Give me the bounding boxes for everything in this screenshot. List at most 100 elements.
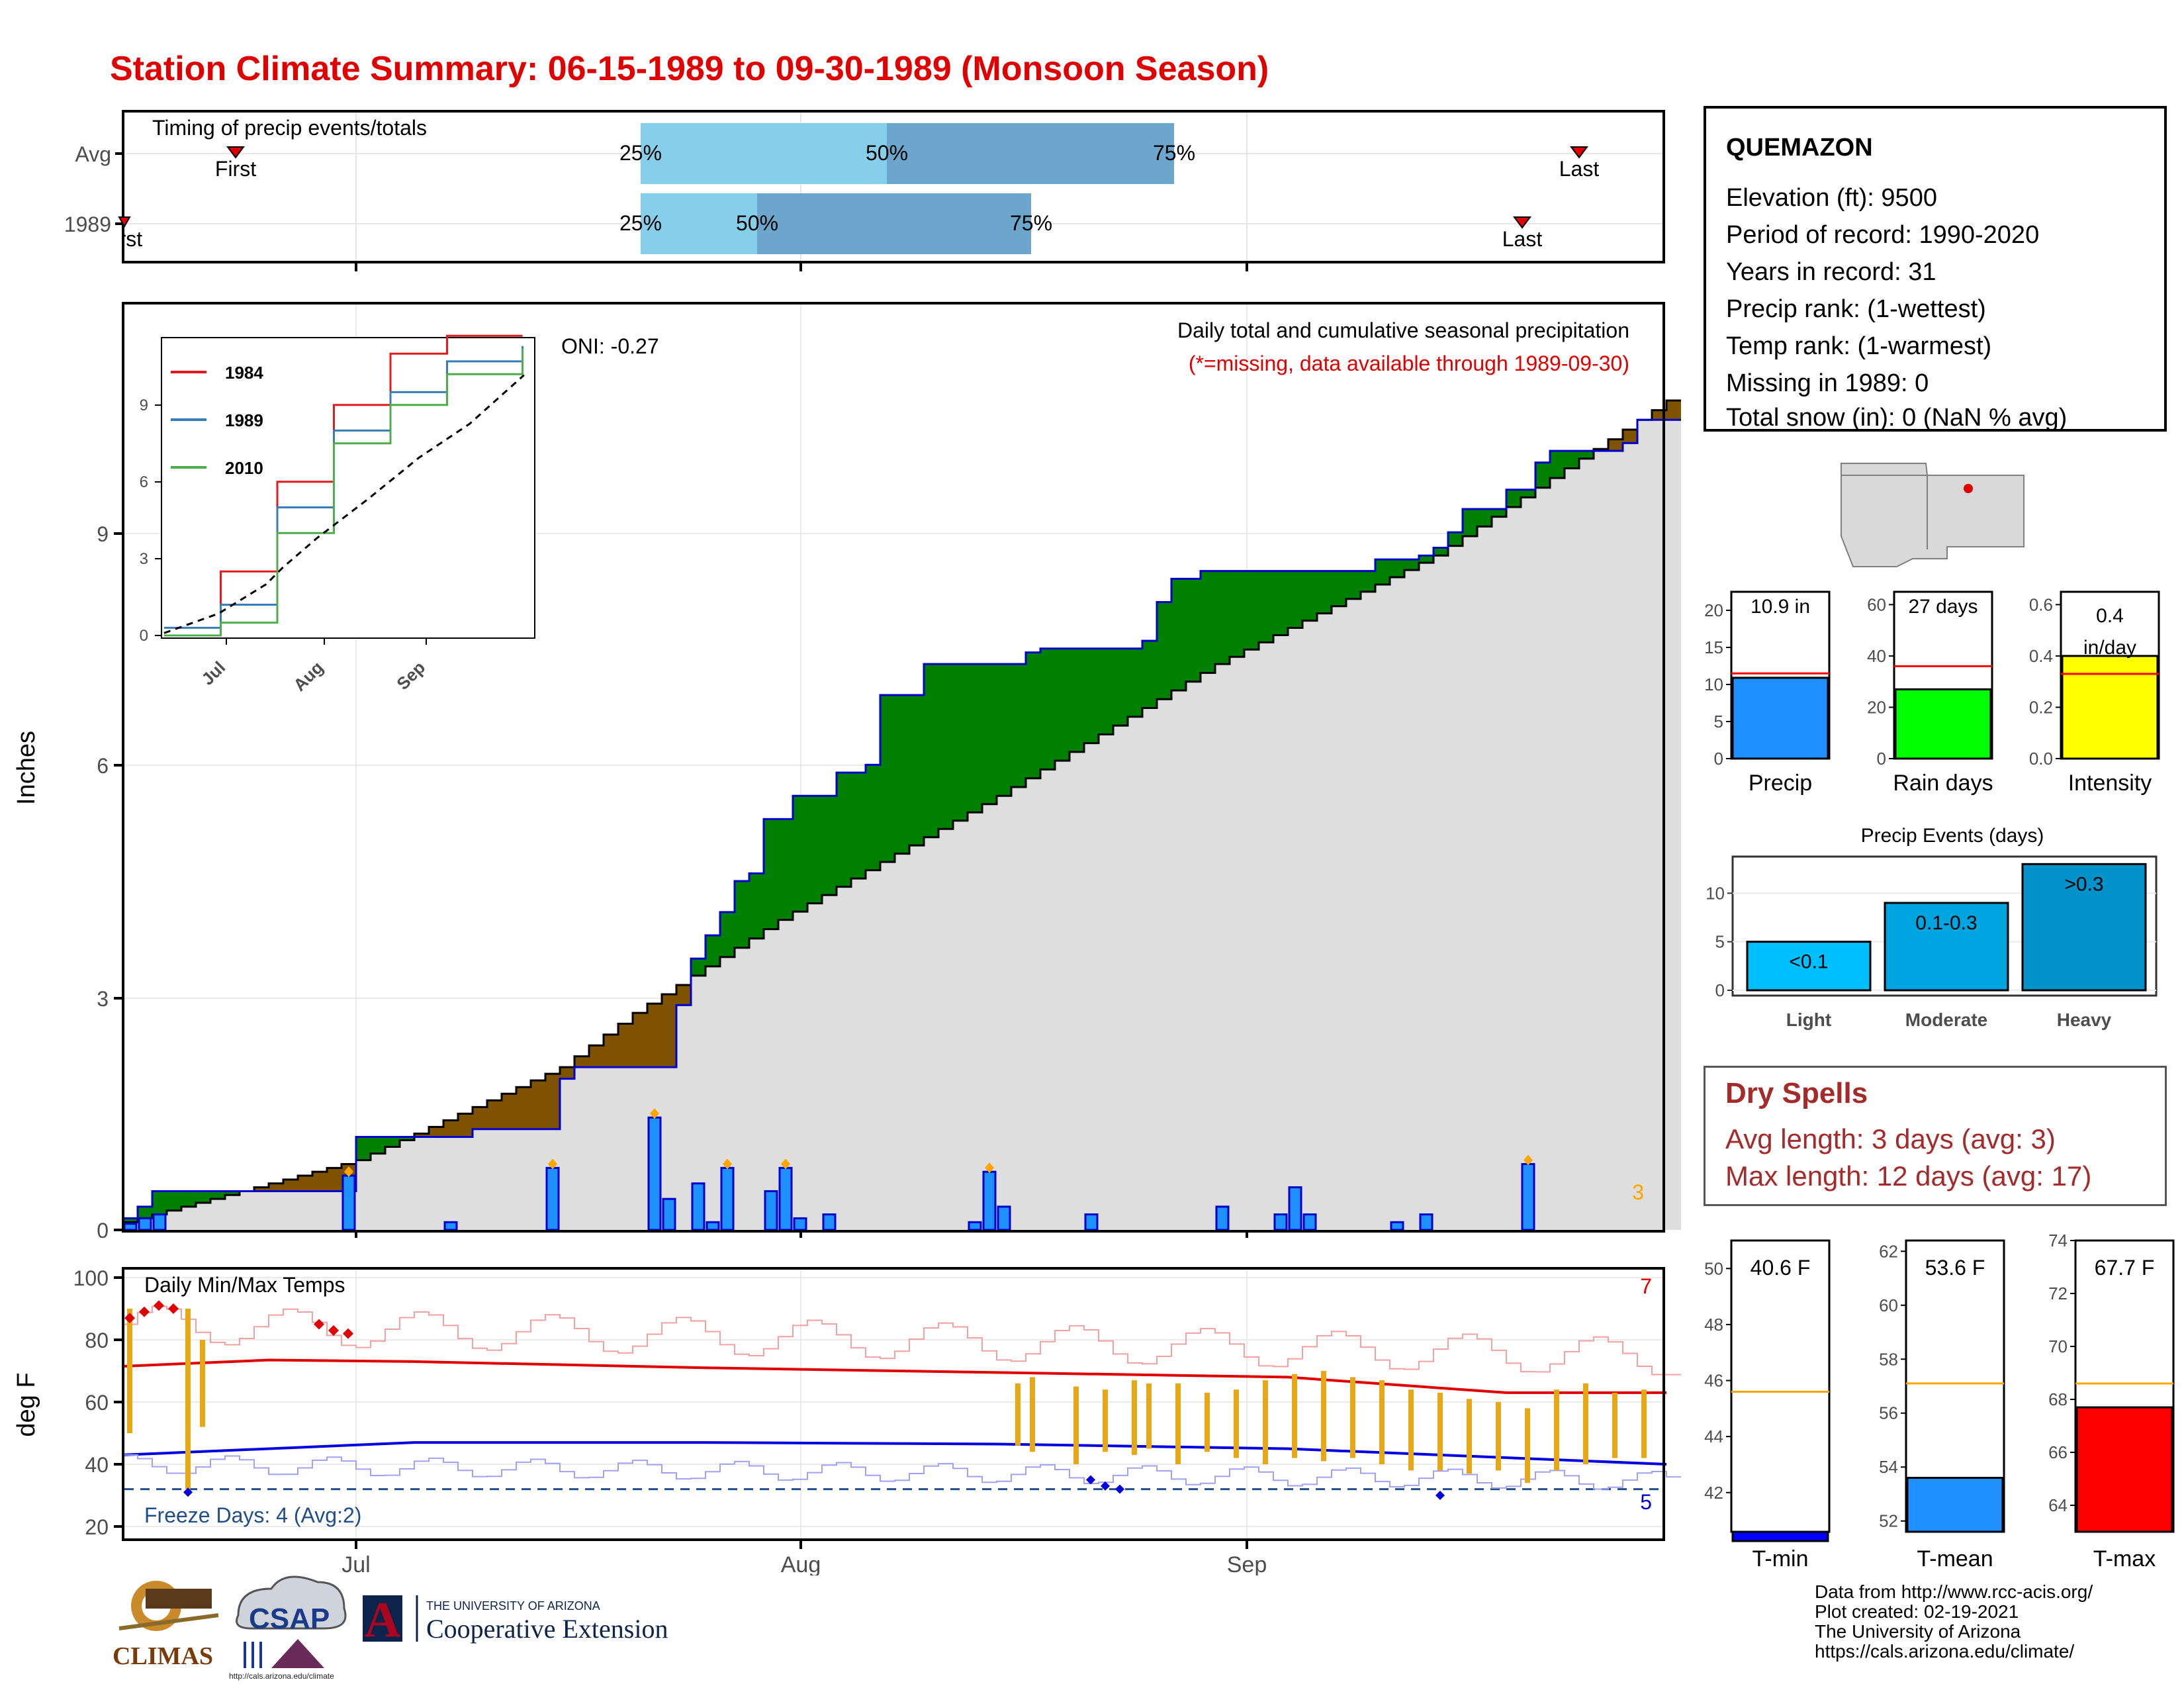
surplus-area	[1317, 571, 1332, 614]
timing-1989-q25: 25%	[619, 211, 662, 235]
surplus-area	[1055, 648, 1070, 761]
daily-precip-bar	[138, 1217, 152, 1231]
y-tick-9: 9	[97, 522, 109, 546]
csap-logo: CSAP http://cals.arizona.edu/climate	[229, 1575, 347, 1681]
station-years: Years in record: 31	[1726, 258, 1936, 286]
hot-day-marker-icon	[154, 1300, 164, 1311]
event-bar-label: 0.1-0.3	[1915, 912, 1977, 934]
deficit-area	[429, 1127, 444, 1137]
deficit-area	[531, 1080, 546, 1129]
mini-bar-intensity	[2061, 655, 2159, 760]
event-bar-label: >0.3	[2064, 873, 2103, 895]
station-location-icon	[1964, 484, 1973, 493]
svg-text:80: 80	[85, 1329, 109, 1352]
timing-avg-first: First	[215, 157, 256, 181]
station-period: Period of record: 1990-2020	[1726, 221, 2040, 249]
deficit-area	[473, 1107, 488, 1129]
x-tick-sep: Sep	[1227, 1552, 1267, 1575]
surplus-area	[1244, 571, 1259, 650]
dry-spells-max: Max length: 12 days (avg: 17)	[1725, 1160, 2092, 1192]
surplus-area	[1419, 555, 1434, 563]
surplus-area	[1302, 571, 1318, 621]
surplus-area	[1390, 559, 1405, 578]
timing-avg-q50: 50%	[866, 141, 908, 165]
deficit-area	[589, 1045, 604, 1068]
svg-text:40: 40	[85, 1453, 109, 1477]
temp-chart-label: T-mean	[1917, 1546, 1993, 1571]
hot-day-marker-icon	[343, 1328, 353, 1339]
heavy-rain-marker-icon	[1524, 1154, 1533, 1166]
daily-precip-bar	[1273, 1213, 1288, 1231]
surplus-area	[837, 773, 852, 887]
surplus-area	[807, 796, 823, 904]
daily-temp-range-bar	[1408, 1389, 1414, 1471]
hot-day-marker-icon	[168, 1303, 179, 1314]
surplus-area	[138, 1206, 153, 1219]
deficit-area	[1666, 400, 1681, 420]
surplus-area	[749, 873, 764, 939]
event-bar-light	[1746, 941, 1872, 992]
surplus-area	[1565, 451, 1580, 469]
cold-days-count: 5	[1640, 1490, 1652, 1514]
inset-y-tick: 0	[140, 627, 148, 645]
surplus-area	[181, 1191, 197, 1207]
temp-chart-label: T-max	[2093, 1546, 2156, 1571]
inset-y-tick: 6	[140, 473, 148, 491]
daily-temp-range-bar	[1641, 1389, 1647, 1458]
timing-panel: Avg 1989 Timing of precip events/totals …	[64, 110, 1665, 271]
station-name: QUEMAZON	[1726, 134, 1873, 162]
svg-text:60: 60	[85, 1391, 109, 1415]
daily-temp-range-bar	[1205, 1392, 1210, 1452]
surplus-area	[356, 1137, 371, 1160]
temp-axis-label: 74	[2048, 1231, 2068, 1250]
svg-text:20: 20	[85, 1515, 109, 1539]
daily-precip-bar	[1390, 1221, 1404, 1231]
hot-day-marker-icon	[124, 1313, 135, 1324]
daily-temp-range-bar	[1103, 1389, 1108, 1452]
season-temp-charts: 42 44 46 48 50 40.6 F T-min 52 54 56 58 60 62 53.6 F T…	[1704, 1231, 2175, 1571]
locator-map	[1840, 462, 2025, 568]
svg-text:THE UNIVERSITY OF ARIZONA: THE UNIVERSITY OF ARIZONA	[426, 1599, 600, 1613]
surplus-area	[866, 765, 881, 870]
temp-axis-label: 42	[1704, 1483, 1723, 1503]
surplus-area	[225, 1191, 240, 1196]
daily-temp-range-bar	[1030, 1377, 1035, 1452]
daily-temp-range-bar	[1132, 1380, 1137, 1455]
deficit-area	[574, 1056, 590, 1068]
surplus-area	[1404, 559, 1420, 571]
surplus-area	[1230, 571, 1245, 657]
oni-label: ONI: -0.27	[561, 334, 659, 358]
mini-axis-label: 40	[1867, 646, 1886, 666]
mini-axis-label: 0	[1714, 749, 1723, 769]
station-info-box: QUEMAZON Elevation (ft): 9500 Period of …	[1704, 106, 2167, 432]
season-totals-charts: 0 5 10 15 20 10.9 in Precip 0 20 40 60 27 days Rain …	[1704, 590, 2160, 796]
surplus-area	[1463, 508, 1478, 536]
event-bar-label: <0.1	[1789, 951, 1828, 973]
surplus-area	[152, 1191, 167, 1215]
svg-text:A: A	[365, 1592, 401, 1648]
station-missing: Missing in 1989: 0	[1726, 369, 1929, 397]
daily-temp-range-bar	[185, 1309, 191, 1489]
freeze-day-marker-icon	[1086, 1475, 1095, 1485]
mini-axis-label: 15	[1704, 637, 1723, 657]
daily-temp-range-bar	[1583, 1383, 1588, 1464]
surplus-area	[1492, 508, 1507, 517]
temp-chart-label: T-min	[1752, 1546, 1809, 1571]
surplus-area	[1099, 648, 1114, 735]
deficit-area	[516, 1087, 531, 1129]
surplus-area	[1113, 648, 1128, 726]
surplus-area	[196, 1191, 211, 1203]
deficit-area	[633, 1013, 648, 1068]
deficit-area	[618, 1023, 633, 1068]
daily-temp-range-bar	[200, 1340, 205, 1427]
logos: CLIMAS CSAP http://cals.arizona.edu/clim…	[113, 1575, 668, 1681]
surplus-area	[1433, 547, 1449, 556]
hot-day-marker-icon	[139, 1306, 150, 1317]
surplus-area	[705, 935, 721, 966]
daily-precip-bar	[793, 1217, 807, 1231]
hot-days-count: 7	[1640, 1274, 1652, 1298]
deficit-area	[443, 1120, 459, 1137]
event-category-label: Heavy	[2057, 1009, 2112, 1030]
daily-temp-range-bar	[1234, 1389, 1239, 1458]
surplus-area	[924, 664, 939, 837]
